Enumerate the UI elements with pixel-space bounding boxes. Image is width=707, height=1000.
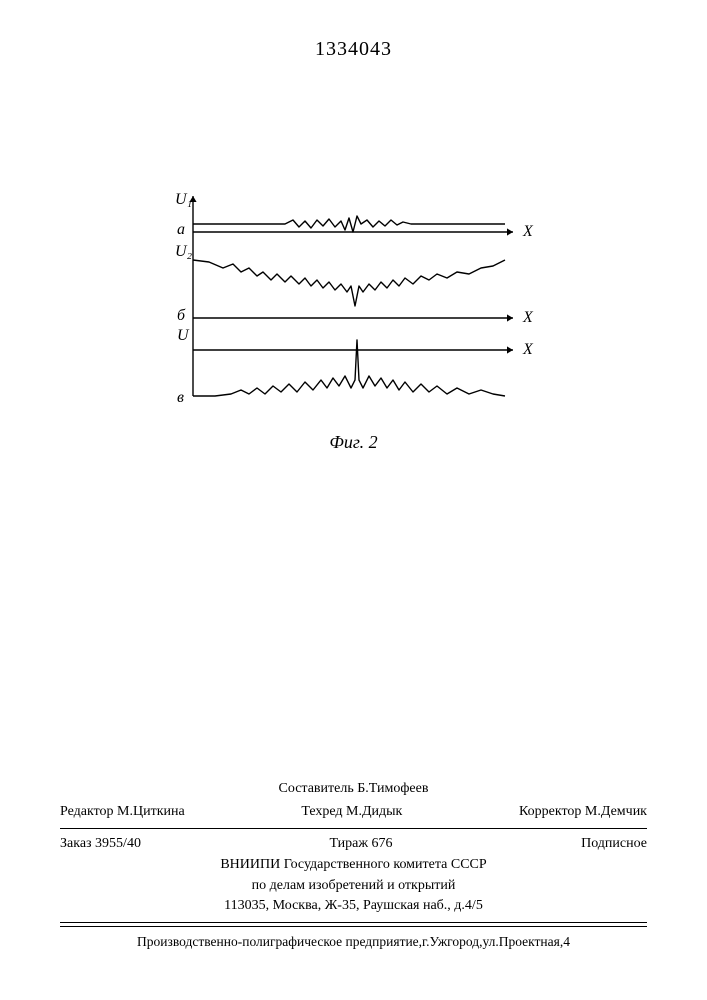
institution-line-1: ВНИИПИ Государственного комитета СССР: [60, 856, 647, 875]
printer-line: Производственно-полиграфическое предприя…: [60, 933, 647, 951]
document-number: 1334043: [0, 38, 707, 61]
divider-double: [60, 922, 647, 927]
composer-line: Составитель Б.Тимофеев: [60, 780, 647, 799]
techred: Техред М.Дидык: [301, 803, 402, 822]
figure-2: U₁аU₂бUвXXX: [175, 190, 535, 425]
footer-block: Составитель Б.Тимофеев Редактор М.Циткин…: [60, 780, 647, 952]
credits-row: Редактор М.Циткина Техред М.Дидык Коррек…: [60, 803, 647, 822]
order-row: Заказ 3955/40 Тираж 676 Подписное: [60, 835, 647, 854]
figure-caption: Фиг. 2: [0, 432, 707, 453]
institution-line-3: 113035, Москва, Ж-35, Раушская наб., д.4…: [60, 897, 647, 916]
figure-svg: U₁аU₂бUвXXX: [175, 190, 535, 425]
divider: [60, 828, 647, 829]
svg-text:в: в: [177, 389, 184, 406]
svg-text:U₁: U₁: [175, 191, 192, 208]
editor: Редактор М.Циткина: [60, 803, 185, 822]
svg-text:X: X: [522, 223, 534, 240]
svg-text:X: X: [522, 341, 534, 358]
copies: Тираж 676: [329, 835, 392, 854]
corrector: Корректор М.Демчик: [519, 803, 647, 822]
svg-text:а: а: [177, 221, 185, 238]
svg-text:б: б: [177, 307, 186, 324]
svg-text:U₂: U₂: [175, 243, 193, 260]
subscriptive: Подписное: [581, 835, 647, 854]
order-number: Заказ 3955/40: [60, 835, 141, 854]
svg-text:X: X: [522, 309, 534, 326]
svg-text:U: U: [177, 327, 190, 344]
institution-line-2: по делам изобретений и открытий: [60, 877, 647, 896]
